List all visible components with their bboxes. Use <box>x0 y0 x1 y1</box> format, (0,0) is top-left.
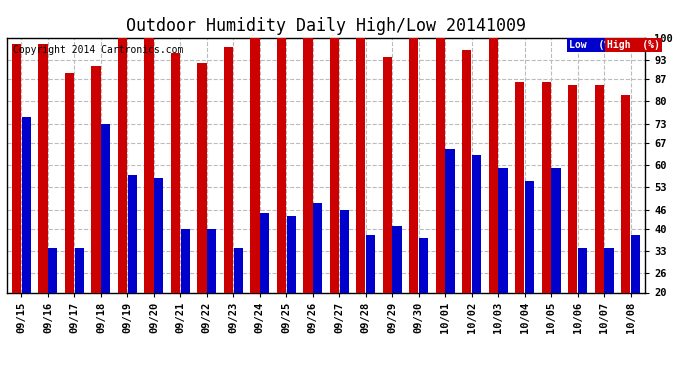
Bar <box>551 168 561 356</box>
Bar <box>489 38 498 356</box>
Bar <box>303 38 313 356</box>
Bar <box>631 235 640 356</box>
Bar <box>154 178 164 356</box>
Bar <box>75 248 84 356</box>
Bar <box>250 38 259 356</box>
Bar <box>101 124 110 356</box>
Bar <box>21 117 31 356</box>
Bar <box>144 38 154 356</box>
Bar <box>542 82 551 356</box>
Bar <box>515 82 524 356</box>
Bar <box>277 38 286 356</box>
Bar <box>313 203 322 356</box>
Bar <box>128 175 137 356</box>
Bar <box>383 57 392 356</box>
Bar <box>207 229 217 356</box>
Bar <box>118 38 127 356</box>
Title: Outdoor Humidity Daily High/Low 20141009: Outdoor Humidity Daily High/Low 20141009 <box>126 16 526 34</box>
Bar <box>48 248 57 356</box>
Bar <box>435 38 445 356</box>
Bar <box>472 155 481 356</box>
Bar <box>498 168 508 356</box>
Bar <box>578 248 587 356</box>
Bar <box>393 226 402 356</box>
Bar <box>286 216 296 356</box>
Bar <box>65 73 74 356</box>
Bar <box>568 86 578 356</box>
Bar <box>197 63 206 356</box>
Text: High  (%): High (%) <box>607 40 660 50</box>
Bar <box>12 44 21 356</box>
Bar <box>356 38 366 356</box>
Bar <box>621 95 631 356</box>
Bar <box>366 235 375 356</box>
Bar <box>595 86 604 356</box>
Bar <box>446 149 455 356</box>
Bar <box>409 38 418 356</box>
Bar <box>39 44 48 356</box>
Bar <box>91 66 101 356</box>
Bar <box>525 181 534 356</box>
Bar <box>260 213 269 356</box>
Bar <box>462 50 471 356</box>
Bar <box>234 248 243 356</box>
Bar <box>224 47 233 356</box>
Bar <box>330 38 339 356</box>
Text: Copyright 2014 Cartronics.com: Copyright 2014 Cartronics.com <box>13 45 184 55</box>
Text: Low  (%): Low (%) <box>569 40 615 50</box>
Bar <box>181 229 190 356</box>
Bar <box>171 54 180 356</box>
Bar <box>419 238 428 356</box>
Bar <box>339 210 349 356</box>
Bar <box>604 248 613 356</box>
